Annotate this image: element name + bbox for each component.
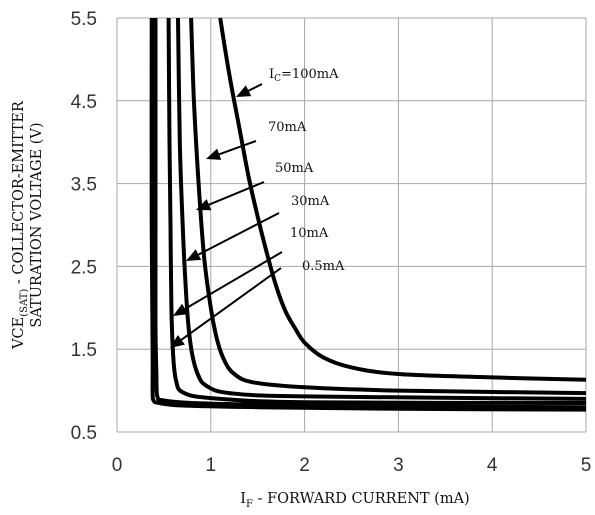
annotation-arrow-head bbox=[186, 249, 202, 261]
annotation-arrow bbox=[206, 140, 257, 160]
x-tick-labels: 0 1 2 3 4 5 bbox=[112, 455, 592, 476]
x-tick-label: 1 bbox=[206, 455, 217, 476]
x-tick-label: 5 bbox=[581, 455, 592, 476]
y-axis-title-line1: VCE(SAT) - COLLECTOR-EMITTER bbox=[11, 100, 30, 350]
series-line-0-5ma bbox=[149, 17, 587, 412]
series-label: 0.5mA bbox=[302, 259, 345, 274]
annotation-arrow-line bbox=[184, 251, 283, 310]
y-tick-label: 4.5 bbox=[71, 92, 97, 113]
x-tick-label: 4 bbox=[487, 455, 498, 476]
series-label-main: 30mA bbox=[291, 194, 330, 209]
y-axis-title-rest: - COLLECTOR-EMITTER bbox=[11, 100, 27, 289]
series-label-sub: C bbox=[274, 74, 281, 84]
annotation-arrow bbox=[196, 181, 265, 211]
annotation-arrow bbox=[170, 267, 282, 348]
series-line-30ma bbox=[166, 17, 587, 405]
series-line-70ma bbox=[189, 17, 587, 396]
series-label: IC=100mA bbox=[269, 67, 339, 84]
series-label-main: 0.5mA bbox=[302, 259, 345, 274]
y-tick-label: 0.5 bbox=[71, 423, 97, 444]
annotation-arrow-line bbox=[197, 212, 280, 256]
chart-series bbox=[149, 17, 587, 412]
annotation-arrow-head bbox=[236, 85, 252, 97]
y-tick-label: 5.5 bbox=[71, 9, 97, 30]
annotation-arrow-head bbox=[196, 199, 212, 211]
annotation-arrow-line bbox=[218, 140, 257, 156]
series-label: 30mA bbox=[291, 194, 330, 209]
chart-annotation-labels: 0.5mA 10mA 30mA 50mA 70mA IC=100mA bbox=[268, 67, 345, 274]
series-label: 50mA bbox=[275, 161, 314, 176]
x-tick-label: 0 bbox=[112, 455, 123, 476]
y-tick-labels: 0.5 1.5 2.5 3.5 4.5 5.5 bbox=[71, 9, 97, 444]
series-label-main: 10mA bbox=[290, 226, 329, 241]
annotation-arrow-line bbox=[180, 267, 282, 341]
annotation-arrow bbox=[186, 212, 280, 261]
x-tick-label: 3 bbox=[393, 455, 404, 476]
annotation-arrow bbox=[236, 83, 263, 97]
annotation-arrow-head bbox=[206, 148, 222, 160]
y-tick-label: 1.5 bbox=[71, 340, 97, 361]
series-line-ic-100ma bbox=[218, 17, 587, 382]
chart-grid bbox=[116, 17, 587, 433]
y-tick-label: 3.5 bbox=[71, 175, 97, 196]
series-label-main: 50mA bbox=[275, 161, 314, 176]
x-axis-title-sub: F bbox=[246, 499, 253, 510]
series-label-main: I bbox=[269, 67, 274, 82]
annotation-arrow bbox=[173, 251, 283, 316]
annotation-arrow-head bbox=[170, 334, 185, 348]
y-axis-title-sub: (SAT) bbox=[19, 289, 30, 317]
series-line-10ma bbox=[153, 18, 587, 410]
y-axis-title-main: VCE bbox=[11, 317, 27, 350]
series-label: 70mA bbox=[268, 120, 307, 135]
series-line-50ma bbox=[176, 17, 587, 401]
annotation-arrow-head bbox=[173, 303, 189, 316]
series-label: 10mA bbox=[290, 226, 329, 241]
y-tick-label: 2.5 bbox=[71, 257, 97, 278]
x-axis-title-rest: - FORWARD CURRENT (mA) bbox=[253, 491, 470, 507]
series-label-rest: =100mA bbox=[281, 67, 339, 82]
chart-annotation-arrows bbox=[170, 83, 283, 348]
y-axis-title-line2: SATURATION VOLTAGE (V) bbox=[29, 122, 45, 327]
x-axis-title-main: I bbox=[240, 491, 246, 507]
x-tick-label: 2 bbox=[299, 455, 310, 476]
series-label-main: 70mA bbox=[268, 120, 307, 135]
x-axis-title: IF - FORWARD CURRENT (mA) bbox=[240, 491, 469, 510]
annotation-arrow-line bbox=[248, 83, 263, 92]
annotation-arrow-line bbox=[208, 181, 265, 206]
